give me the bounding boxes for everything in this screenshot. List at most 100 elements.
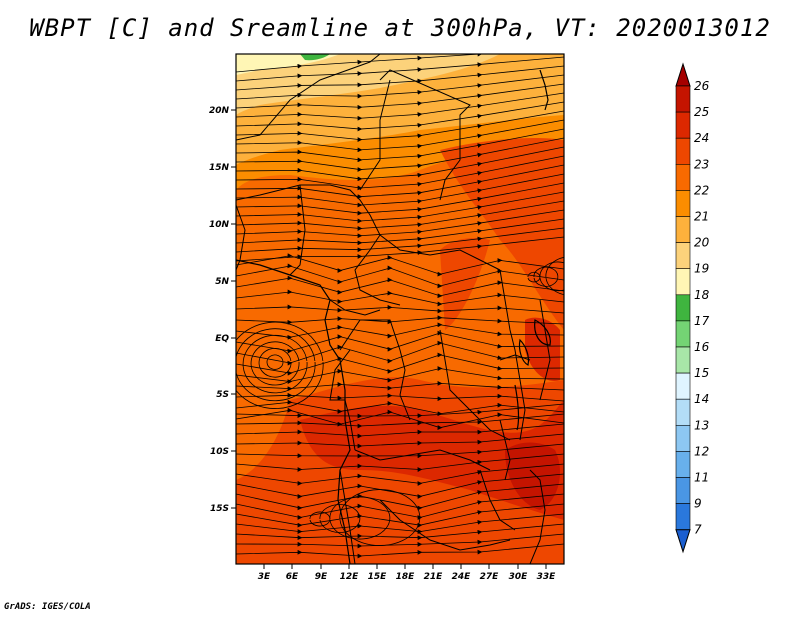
colorbar-swatch (675, 398, 691, 426)
colorbar-label: 17 (694, 314, 710, 328)
colorbar-label: 16 (694, 340, 710, 354)
colorbar-swatch (675, 424, 691, 452)
streamline (236, 463, 564, 486)
colorbar-swatch (675, 451, 691, 478)
colorbar-swatch (675, 137, 691, 165)
streamline (236, 304, 564, 314)
streamline (236, 433, 564, 449)
colorbar-label: 21 (694, 210, 709, 224)
lon-label: 21E (424, 572, 444, 582)
colorbar-label: 15 (694, 366, 709, 380)
streamline (329, 496, 391, 540)
lat-axis: 20N 15N 10N 5N EQ 5S 10S 15S (209, 106, 236, 514)
colorbar-swatch (675, 477, 691, 504)
colorbar-bottom-arrow (675, 529, 691, 554)
streamline (236, 315, 564, 325)
lon-label: 33E (537, 572, 557, 582)
colorbar-label: 25 (694, 105, 709, 119)
lon-label: 15E (368, 572, 388, 582)
colorbar-swatch (675, 503, 691, 531)
streamline (236, 413, 564, 429)
colorbar: 26 25 24 23 22 21 20 19 18 17 16 15 14 13 12 11 9 7 (675, 62, 710, 554)
streamline (339, 489, 421, 546)
lon-label: 27E (480, 572, 500, 582)
colorbar-label: 20 (694, 236, 710, 250)
streamline (236, 328, 316, 402)
streamline (539, 261, 564, 292)
streamline (236, 533, 564, 549)
lat-label: 15N (209, 163, 230, 173)
grads-credit: GrADS: IGES/COLA (4, 602, 91, 612)
streamlines (236, 54, 564, 559)
map-plot-area (236, 54, 564, 564)
lon-label: 18E (396, 572, 416, 582)
streamline (236, 513, 564, 535)
lat-label: 10N (209, 220, 230, 230)
coastlines (236, 69, 551, 564)
colorbar-swatch (675, 85, 691, 113)
colorbar-swatch (675, 372, 691, 400)
lat-label: EQ (215, 334, 229, 344)
streamline (236, 443, 564, 459)
country-borders (236, 54, 551, 564)
colorbar-label: 7 (694, 523, 702, 537)
streamline (236, 399, 564, 417)
colorbar-label: 23 (694, 157, 709, 171)
streamline (236, 403, 564, 419)
streamline (236, 289, 564, 307)
lat-label: 20N (209, 106, 230, 116)
colorbar-swatch (675, 190, 691, 217)
colorbar-label: 19 (694, 262, 709, 276)
colorbar-swatch (675, 294, 691, 322)
streamline (236, 423, 564, 439)
map-frame (235, 53, 565, 565)
colorbar-swatch (675, 242, 691, 270)
streamline (533, 266, 559, 287)
colorbar-swatch (675, 346, 691, 374)
colorbar-label: 13 (694, 418, 709, 432)
colorbar-label: 22 (694, 183, 709, 197)
colorbar-swatch (675, 320, 691, 348)
colorbar-label: 18 (694, 288, 710, 302)
colorbar-swatch (675, 216, 691, 243)
streamline (236, 321, 324, 409)
streamline (236, 65, 564, 91)
streamline (236, 54, 486, 73)
streamline (545, 256, 564, 295)
colorbar-swatch (675, 111, 691, 139)
chart-title: WBPT [C] and Sreamline at 300hPa, VT: 20… (29, 14, 771, 42)
lon-label: 24E (452, 572, 472, 582)
colorbar-swatch (675, 164, 691, 191)
streamline (236, 543, 564, 559)
lon-axis: 3E 6E 9E 12E 15E 18E 21E 24E 27E 30E 33E (258, 564, 556, 582)
colorbar-label: 24 (694, 131, 709, 145)
streamline (236, 392, 564, 402)
colorbar-swatch (675, 268, 691, 296)
lat-label: 5S (216, 390, 229, 400)
colorbar-label: 9 (694, 497, 702, 511)
streamline (236, 56, 564, 82)
lon-label: 9E (315, 572, 328, 582)
streamline (242, 334, 308, 394)
lon-label: 3E (258, 572, 271, 582)
streamline (236, 523, 564, 541)
lon-label: 6E (286, 572, 299, 582)
streamline (236, 253, 564, 277)
streamline (236, 380, 564, 392)
lat-label: 15S (210, 504, 229, 514)
streamline (319, 504, 361, 533)
lat-label: 10S (210, 447, 229, 457)
lat-label: 5N (215, 277, 229, 287)
streamline (236, 453, 564, 472)
lon-label: 30E (509, 572, 529, 582)
streamline (236, 275, 564, 299)
colorbar-label: 26 (694, 79, 710, 93)
streamline (266, 354, 284, 370)
shade-24-lakes (525, 317, 560, 381)
colorbar-top-arrow (675, 62, 691, 87)
streamline (250, 341, 300, 386)
lon-label: 12E (340, 572, 360, 582)
colorbar-label: 11 (694, 471, 709, 485)
shade-25 (505, 442, 560, 510)
